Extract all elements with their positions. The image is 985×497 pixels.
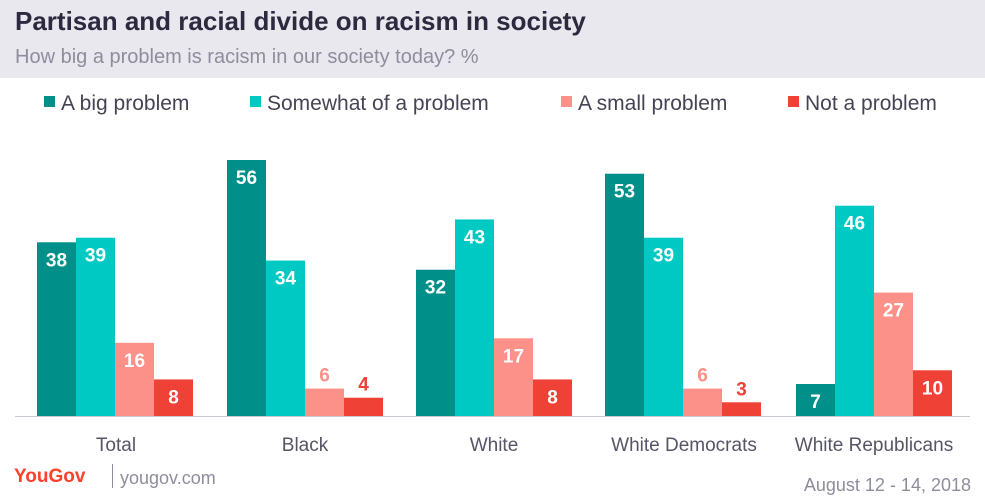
bar (76, 237, 115, 416)
data-label: 7 (810, 392, 821, 413)
category-label: White Democrats (611, 435, 757, 456)
bar (533, 379, 572, 416)
footer-divider (112, 464, 113, 488)
data-label: 27 (883, 301, 904, 322)
bar (154, 379, 193, 416)
legend-item-small-problem: A small problem (561, 92, 727, 116)
bar (455, 219, 494, 416)
legend-label: A big problem (61, 92, 190, 115)
bar (722, 402, 761, 416)
legend-item-somewhat-problem: Somewhat of a problem (250, 92, 489, 116)
legend-label: A small problem (578, 92, 728, 115)
category-label: White Republicans (795, 435, 953, 456)
bar (266, 260, 305, 416)
bar (416, 269, 455, 416)
data-label: 46 (844, 214, 865, 235)
data-label: 43 (464, 227, 485, 248)
data-label: 53 (614, 182, 635, 203)
yougov-logo: YouGov (14, 466, 86, 487)
data-label: 8 (547, 387, 558, 408)
category-label: Total (96, 435, 136, 456)
legend-swatch-not-problem (788, 96, 799, 107)
bar (305, 388, 344, 416)
bar (115, 342, 154, 416)
bar (227, 160, 266, 416)
bar (37, 242, 76, 416)
legend-item-not-problem: Not a problem (788, 92, 937, 116)
data-label: 3 (736, 379, 747, 400)
bar (913, 370, 952, 416)
data-label: 17 (503, 346, 524, 367)
legend-item-big-problem: A big problem (44, 92, 189, 116)
legend: A big problem Somewhat of a problem A sm… (0, 92, 985, 122)
data-label: 56 (236, 168, 257, 189)
bar (796, 384, 835, 416)
legend-swatch-big-problem (44, 96, 55, 107)
data-label: 8 (168, 387, 179, 408)
data-label: 39 (653, 246, 674, 267)
bar (494, 338, 533, 416)
chart-subtitle: How big a problem is racism in our socie… (15, 46, 479, 68)
data-label: 32 (425, 278, 446, 299)
legend-label: Not a problem (805, 92, 937, 115)
data-label: 34 (275, 269, 297, 290)
bar (683, 388, 722, 416)
data-label: 4 (358, 375, 369, 396)
legend-label: Somewhat of a problem (267, 92, 489, 115)
footer-url: yougov.com (120, 468, 216, 488)
data-label: 16 (124, 351, 145, 372)
data-label: 38 (46, 250, 67, 271)
bar (344, 397, 383, 416)
header-band (0, 0, 985, 78)
data-label: 6 (697, 366, 708, 387)
data-label: 6 (319, 366, 330, 387)
bar (644, 237, 683, 416)
legend-swatch-somewhat-problem (250, 96, 261, 107)
bar (835, 205, 874, 416)
footer-date: August 12 - 14, 2018 (803, 475, 971, 495)
category-label: Black (282, 435, 329, 456)
bar (605, 173, 644, 416)
data-label: 10 (922, 378, 943, 399)
data-label: 39 (85, 246, 106, 267)
legend-swatch-small-problem (561, 96, 572, 107)
bar (874, 292, 913, 416)
chart-title: Partisan and racial divide on racism in … (15, 6, 586, 36)
category-label: White (470, 435, 519, 456)
